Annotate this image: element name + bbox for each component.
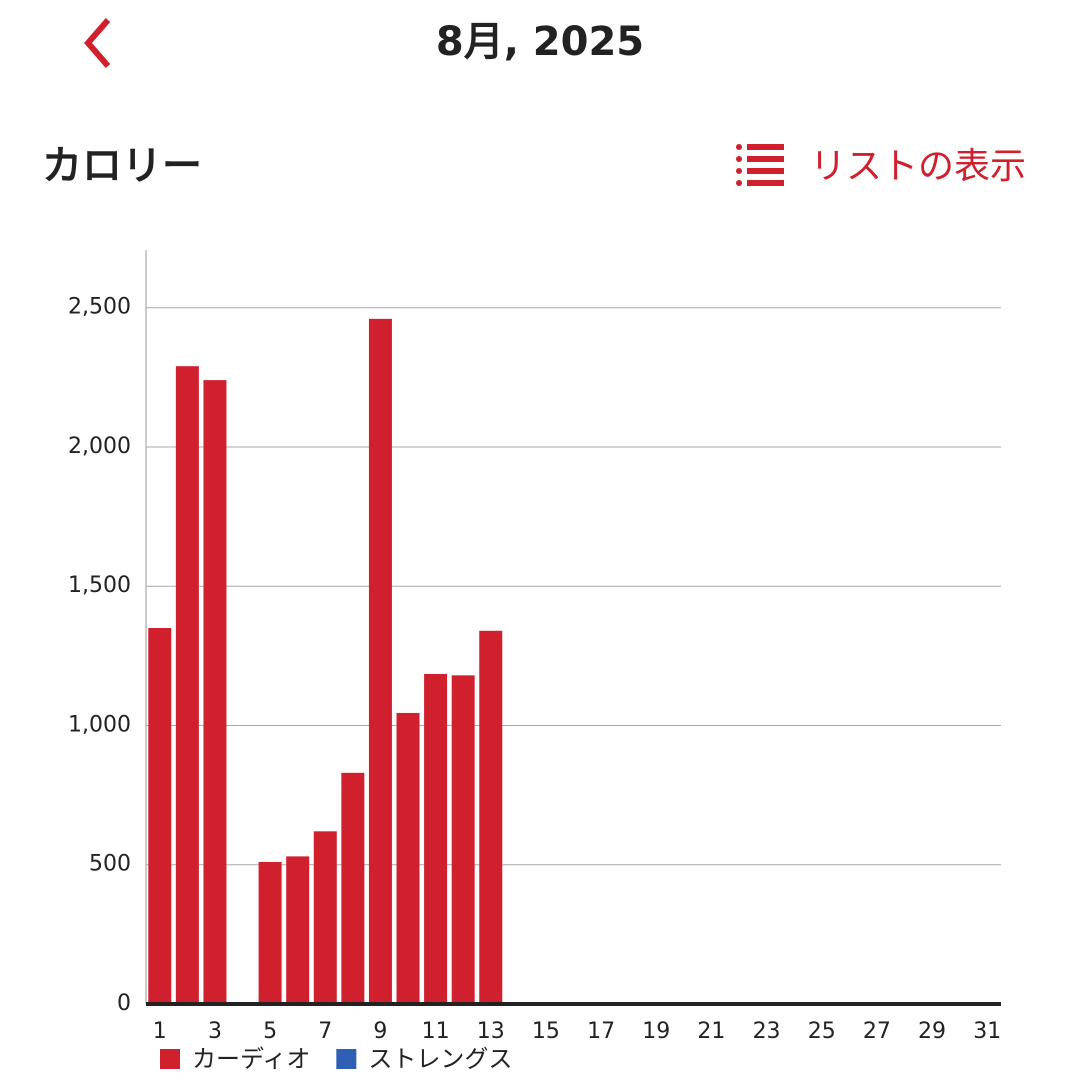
y-tick-label: 1,500 (68, 573, 131, 598)
y-tick-label: 500 (89, 852, 131, 877)
bar (258, 861, 282, 1004)
list-link[interactable]: リストの表示 (810, 146, 1026, 187)
x-tick-label: 1 (153, 1019, 167, 1044)
back-button[interactable] (84, 18, 111, 68)
bar (341, 772, 365, 1004)
section-title: カロリー (42, 143, 202, 189)
x-tick-label: 27 (863, 1019, 891, 1044)
x-tick-label: 25 (808, 1019, 836, 1044)
x-tick-label: 9 (373, 1019, 387, 1044)
x-tick-label: 15 (532, 1019, 560, 1044)
bar (479, 630, 503, 1004)
x-tick-label: 29 (918, 1019, 946, 1044)
x-tick-label: 13 (477, 1019, 505, 1044)
x-tick-label: 19 (642, 1019, 670, 1044)
y-tick-label: 1,000 (68, 712, 131, 737)
bar (451, 675, 475, 1004)
x-tick-label: 17 (587, 1019, 615, 1044)
bar (424, 673, 448, 1004)
x-tick-label: 3 (208, 1019, 222, 1044)
bar (286, 856, 310, 1004)
x-tick-label: 7 (318, 1019, 332, 1044)
y-tick-label: 0 (117, 991, 131, 1016)
x-tick-label: 21 (697, 1019, 725, 1044)
x-tick-label: 5 (263, 1019, 277, 1044)
legend-label: カーディオ (192, 1045, 310, 1073)
list-icon[interactable] (736, 144, 784, 186)
bar (148, 628, 172, 1004)
header-title: 8月, 2025 (436, 19, 644, 65)
bar (313, 831, 337, 1004)
bar (368, 318, 392, 1004)
x-tick-label: 31 (973, 1019, 1001, 1044)
legend-swatch (336, 1049, 357, 1069)
x-tick-label: 11 (422, 1019, 450, 1044)
legend-swatch (160, 1049, 180, 1069)
y-tick-label: 2,000 (68, 434, 131, 459)
x-tick-label: 23 (753, 1019, 781, 1044)
legend-label: ストレングス (368, 1045, 512, 1073)
bar (396, 712, 420, 1004)
bar (203, 380, 227, 1004)
bar (175, 366, 199, 1004)
y-tick-label: 2,500 (68, 295, 131, 320)
